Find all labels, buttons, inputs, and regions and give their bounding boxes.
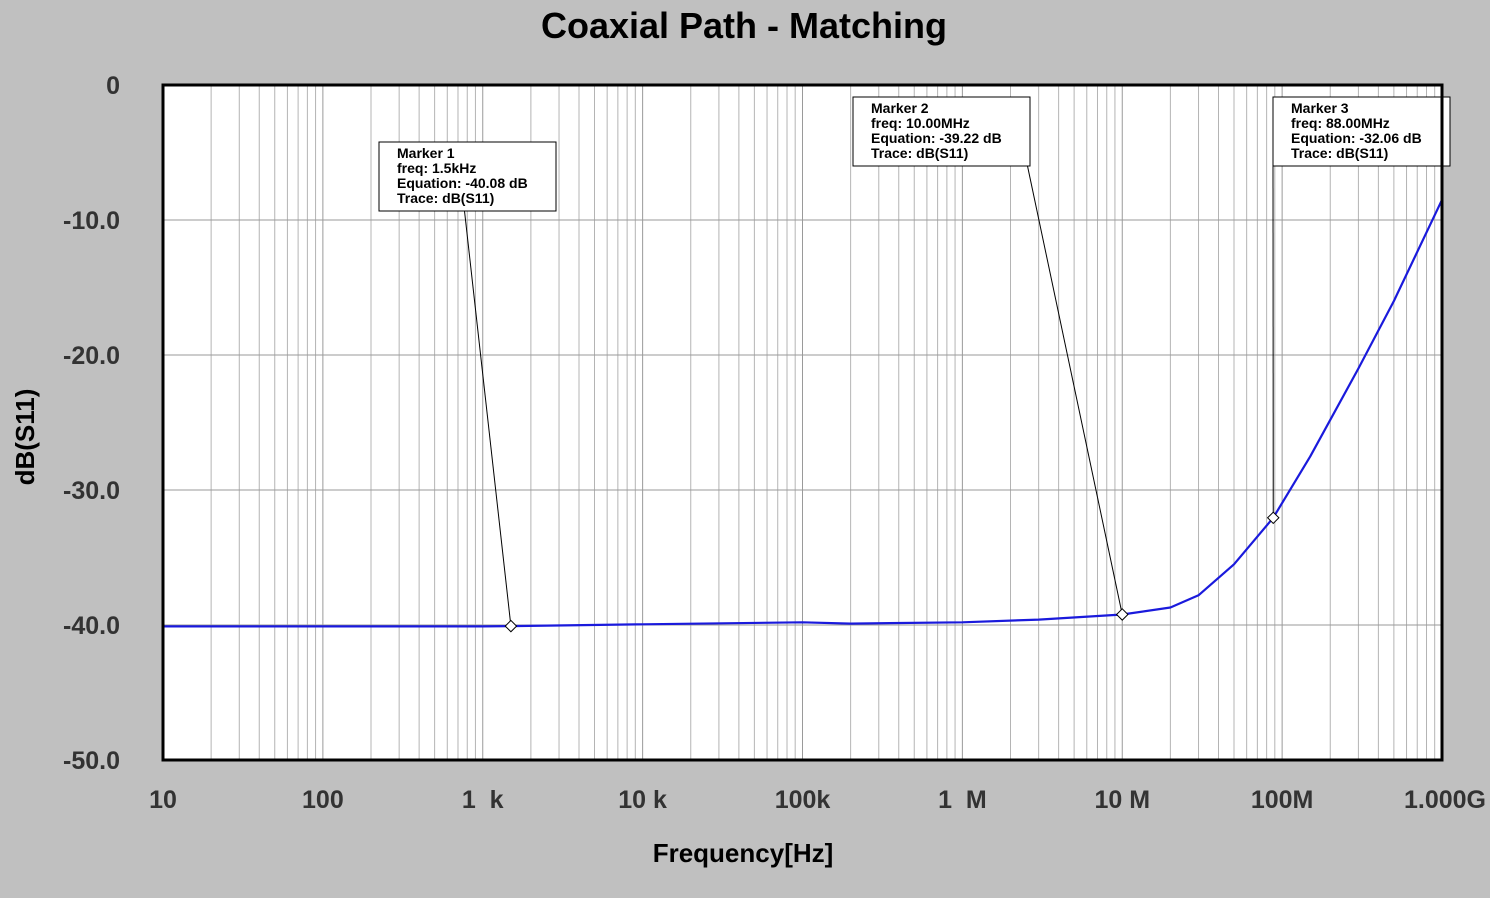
y-axis-label: dB(S11) <box>10 389 40 486</box>
marker-point <box>1115 608 1129 621</box>
marker-title: Marker 2 <box>871 100 929 116</box>
x-axis-ticks: 10 100 1 k 10 k 100k 1 M 10 M 100M 1.000G <box>149 786 1486 814</box>
marker-title: Marker 3 <box>1291 100 1349 116</box>
marker-point <box>504 619 518 633</box>
marker-title: Marker 1 <box>397 145 455 161</box>
marker-equation: Equation: -32.06 dB <box>1291 130 1422 146</box>
x-tick-label: 10 <box>149 786 177 814</box>
x-tick-label: 10 M <box>1094 786 1150 814</box>
x-tick-label: 10 k <box>618 786 667 814</box>
y-tick-label: -10.0 <box>63 207 120 235</box>
y-tick-label: -50.0 <box>63 747 120 775</box>
marker-equation: Equation: -40.08 dB <box>397 175 528 191</box>
x-tick-label: 100k <box>775 786 831 814</box>
y-tick-label: -20.0 <box>63 342 120 370</box>
marker-point <box>1266 511 1280 525</box>
marker-leader-line <box>1027 165 1123 615</box>
marker-freq: freq: 1.5kHz <box>397 160 476 176</box>
x-tick-label: 1 M <box>938 786 987 814</box>
marker-box <box>378 141 557 212</box>
plot-frame <box>161 83 1444 762</box>
x-tick-label: 1.000G <box>1404 786 1486 814</box>
marker-leader-line <box>464 210 512 627</box>
marker-box <box>852 96 1031 167</box>
y-tick-label: -40.0 <box>63 612 120 640</box>
y-tick-label: 0 <box>106 72 120 100</box>
marker-trace: Trace: dB(S11) <box>1291 145 1388 161</box>
marker-trace: Trace: dB(S11) <box>397 190 494 206</box>
marker-freq: freq: 88.00MHz <box>1291 115 1390 131</box>
marker-equation: Equation: -39.22 dB <box>871 130 1002 146</box>
x-tick-label: 100M <box>1251 786 1314 814</box>
chart-title: Coaxial Path - Matching <box>541 5 947 46</box>
y-tick-label: -30.0 <box>63 477 120 505</box>
marker-box <box>1272 96 1451 167</box>
marker-freq: freq: 10.00MHz <box>871 115 970 131</box>
x-axis-label: Frequency[Hz] <box>653 838 834 868</box>
x-tick-label: 1 k <box>462 786 504 814</box>
x-tick-label: 100 <box>302 786 344 814</box>
marker-trace: Trace: dB(S11) <box>871 145 968 161</box>
y-axis-ticks: 0 -10.0 -20.0 -30.0 -40.0 -50.0 <box>63 72 120 775</box>
